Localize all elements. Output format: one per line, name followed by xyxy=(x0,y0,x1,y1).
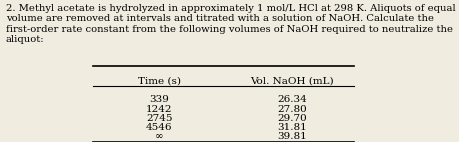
Text: Time (s): Time (s) xyxy=(137,77,180,86)
Text: 27.80: 27.80 xyxy=(276,105,306,114)
Text: 29.70: 29.70 xyxy=(276,114,306,123)
Text: 2. Methyl acetate is hydrolyzed in approximately 1 mol/L HCl at 298 K. Aliquots : 2. Methyl acetate is hydrolyzed in appro… xyxy=(6,4,454,44)
Text: 4546: 4546 xyxy=(146,123,172,132)
Text: 1242: 1242 xyxy=(146,105,172,114)
Text: ∞: ∞ xyxy=(154,132,163,141)
Text: 2745: 2745 xyxy=(146,114,172,123)
Text: 31.81: 31.81 xyxy=(276,123,306,132)
Text: Vol. NaOH (mL): Vol. NaOH (mL) xyxy=(250,77,333,86)
Text: 39.81: 39.81 xyxy=(276,132,306,141)
Text: 339: 339 xyxy=(149,95,168,104)
Text: 26.34: 26.34 xyxy=(276,95,306,104)
